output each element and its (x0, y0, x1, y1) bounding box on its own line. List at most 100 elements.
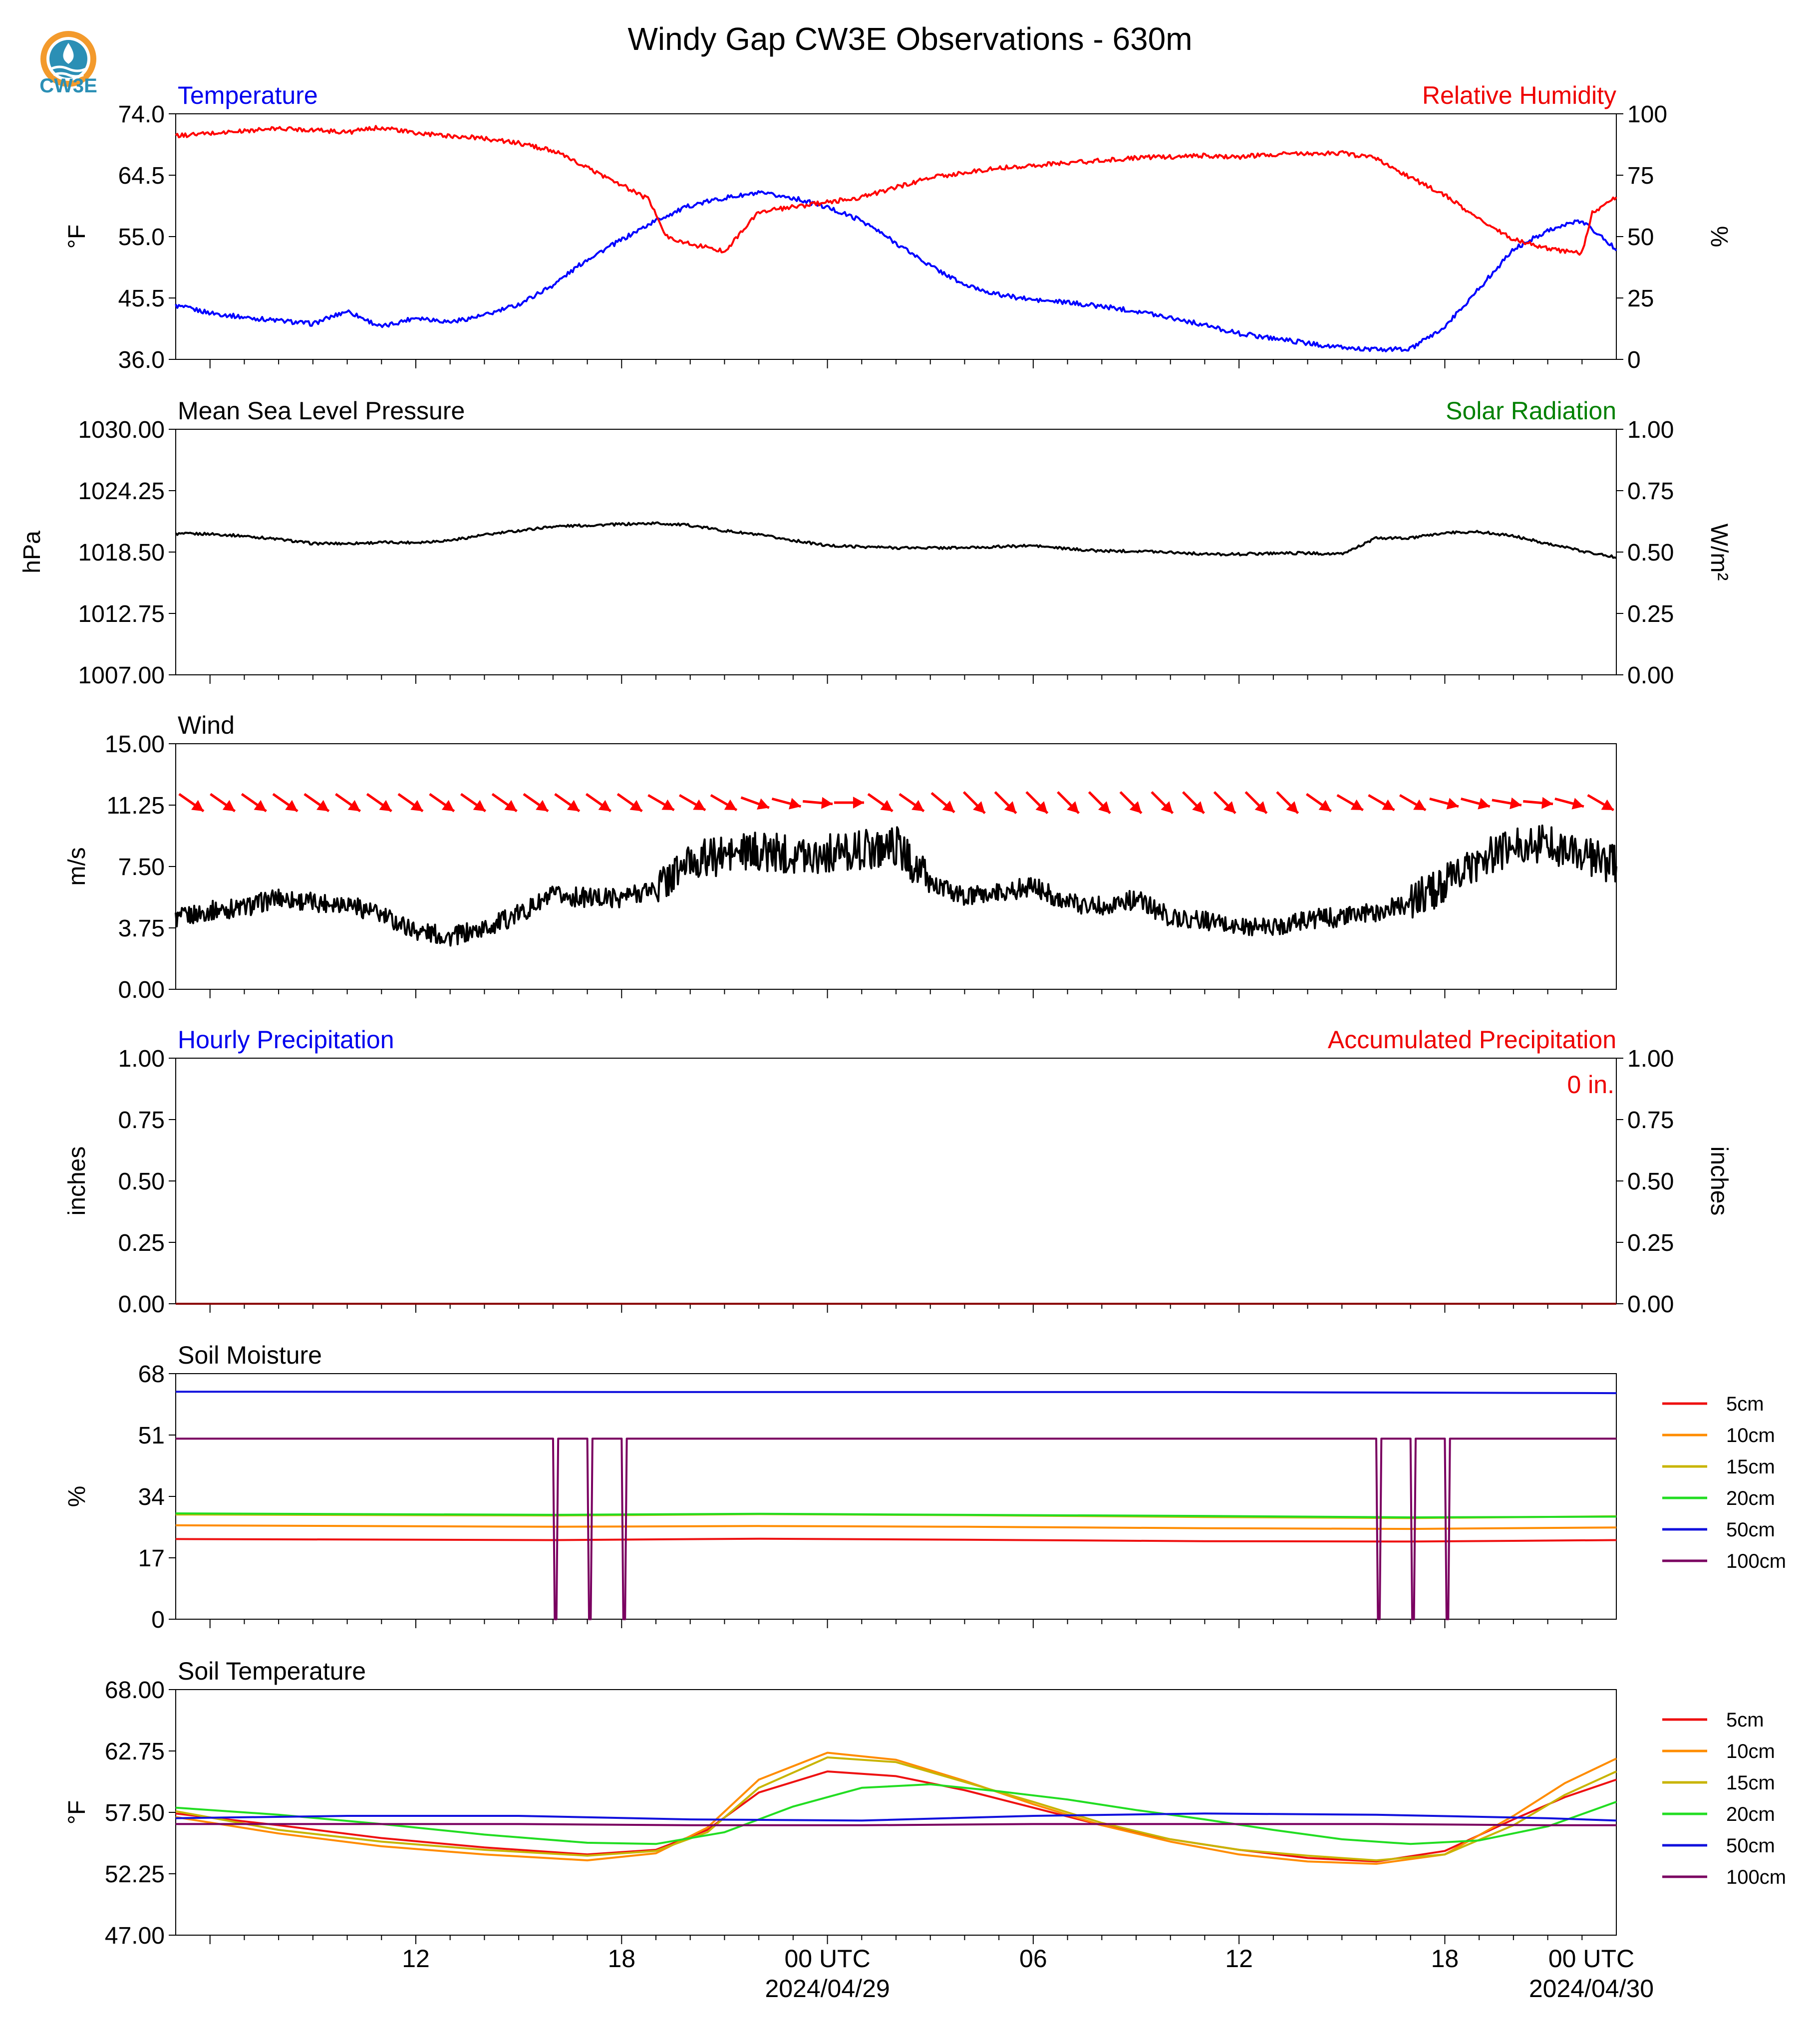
y-tick-label-left: 1.00 (118, 1046, 165, 1072)
wind-arrow (1182, 791, 1206, 814)
wind-arrow (834, 797, 864, 809)
y-tick-label-left: 1012.75 (78, 601, 165, 627)
wind-arrow-head (316, 800, 329, 812)
wind-arrow (397, 793, 424, 813)
x-date-label: 2024/04/30 (1529, 1975, 1654, 2003)
series-5cm (175, 1770, 1617, 1863)
panel-title-left: Hourly Precipitation (178, 1026, 394, 1054)
wind-arrow-head (191, 800, 204, 812)
y-axis-label-left: % (64, 1486, 90, 1507)
wind-arrow (460, 793, 487, 813)
y-axis-label-right: W/m² (1706, 524, 1732, 581)
wind-arrow-head (789, 798, 801, 810)
y-tick-label-right: 0.75 (1627, 478, 1674, 505)
y-tick-label-left: 62.75 (105, 1738, 165, 1765)
y-tick-label-left: 1024.25 (78, 478, 165, 505)
y-tick-label-left: 68 (138, 1361, 165, 1388)
series-100cm (176, 1823, 1616, 1826)
y-tick-label-left: 0.50 (118, 1168, 165, 1195)
x-tick-label: 18 (1431, 1945, 1459, 1973)
wind-arrow (771, 797, 802, 810)
wind-arrow (241, 793, 267, 813)
logo-text: CW3E (39, 75, 97, 97)
wind-arrow-head (441, 800, 454, 812)
y-tick-label-left: 51 (138, 1423, 165, 1449)
figure-title: Windy Gap CW3E Observations - 630m (627, 21, 1192, 57)
wind-arrow-head (1446, 798, 1459, 810)
y-tick-label-left: 1018.50 (78, 540, 165, 566)
y-tick-label-left: 36.0 (118, 347, 165, 373)
wind-arrow-head (1601, 799, 1614, 810)
wind-arrow-head (536, 800, 549, 812)
y-tick-label-right: 0.25 (1627, 601, 1674, 627)
x-tick-label: 00 UTC (784, 1945, 870, 1973)
wind-arrow-head (661, 799, 674, 810)
panel-soil_moisture: Soil Moisture 0 17 34 51 68% 5cm 10cm 15cm 20cm 50… (64, 1341, 1786, 1633)
series-5cm (175, 1537, 1617, 1543)
wind-arrow (1057, 791, 1080, 814)
y-tick-label-left: 55.0 (118, 224, 165, 251)
y-tick-label-left: 7.50 (118, 854, 165, 880)
series-mean-sea-level-pressure (175, 521, 1617, 559)
panel-title-left: Soil Temperature (178, 1657, 366, 1685)
legend-label: 5cm (1726, 1709, 1764, 1731)
wind-arrow-head (410, 800, 423, 812)
panel-title-left: Temperature (178, 81, 318, 109)
legend-label: 50cm (1726, 1519, 1775, 1541)
wind-arrow (1151, 791, 1174, 814)
y-tick-label-left: 0 (151, 1607, 165, 1633)
y-tick-label-left: 11.25 (106, 793, 165, 819)
wind-arrow (803, 797, 833, 809)
y-tick-label-right: 0.75 (1627, 1107, 1674, 1134)
y-tick-label-left: 52.25 (105, 1861, 165, 1888)
y-tick-label-right: 0.00 (1627, 1291, 1674, 1318)
wind-arrow (1554, 797, 1584, 810)
wind-arrow-head (629, 800, 642, 812)
wind-arrow (272, 793, 299, 813)
wind-arrow-head (1161, 801, 1173, 814)
wind-arrow-head (1035, 801, 1048, 814)
legend-label: 15cm (1726, 1772, 1775, 1794)
legend-label: 10cm (1726, 1740, 1775, 1762)
y-tick-label-left: 15.00 (105, 731, 165, 758)
series-temperature (175, 190, 1617, 352)
y-axis-label-left: inches (64, 1147, 90, 1216)
wind-arrow (678, 794, 706, 812)
y-tick-label-right: 0.25 (1627, 1230, 1674, 1256)
wind-arrow-head (693, 799, 706, 810)
wind-arrow (899, 793, 925, 813)
wind-arrow-head (1004, 801, 1016, 814)
wind-arrow-head (911, 800, 924, 812)
series-15cm (175, 1756, 1617, 1862)
wind-arrow (1336, 794, 1364, 812)
panel-temp_rh: Temperature Relative Humidity 36.0 45.5 55.0… (64, 81, 1732, 373)
x-tick-label: 06 (1019, 1945, 1047, 1973)
cw3e-logo-icon (40, 31, 96, 87)
y-tick-label-left: 47.00 (105, 1923, 165, 1949)
wind-arrow-head (1478, 798, 1490, 810)
y-tick-label-right: 100 (1627, 101, 1667, 128)
y-tick-label-right: 0.00 (1627, 662, 1674, 689)
y-tick-label-right: 1.00 (1627, 417, 1674, 443)
wind-arrow-head (504, 800, 517, 812)
x-tick-label: 12 (1225, 1945, 1253, 1973)
wind-arrow-head (724, 799, 737, 810)
plot-frame (175, 429, 1617, 675)
wind-arrow-head (1571, 798, 1584, 810)
wind-arrow (1461, 797, 1491, 810)
wind-arrow-head (1129, 801, 1142, 814)
series-10cm (175, 1751, 1617, 1865)
panel-precip: Hourly Precipitation Accumulated Precipit… (64, 1026, 1732, 1318)
y-tick-label-left: 0.00 (118, 1291, 165, 1318)
wind-arrow (994, 791, 1017, 814)
y-tick-label-right: 0.50 (1627, 540, 1674, 566)
wind-arrow-head (1223, 801, 1235, 814)
y-axis-label-left: °F (64, 225, 90, 249)
x-tick-label: 12 (402, 1945, 430, 1973)
wind-arrow (335, 793, 361, 813)
wind-arrow-head (1067, 801, 1079, 814)
wind-arrow-head (1413, 799, 1426, 810)
wind-arrow (710, 794, 738, 812)
wind-arrow (740, 796, 770, 810)
wind-arrow-head (567, 800, 580, 812)
